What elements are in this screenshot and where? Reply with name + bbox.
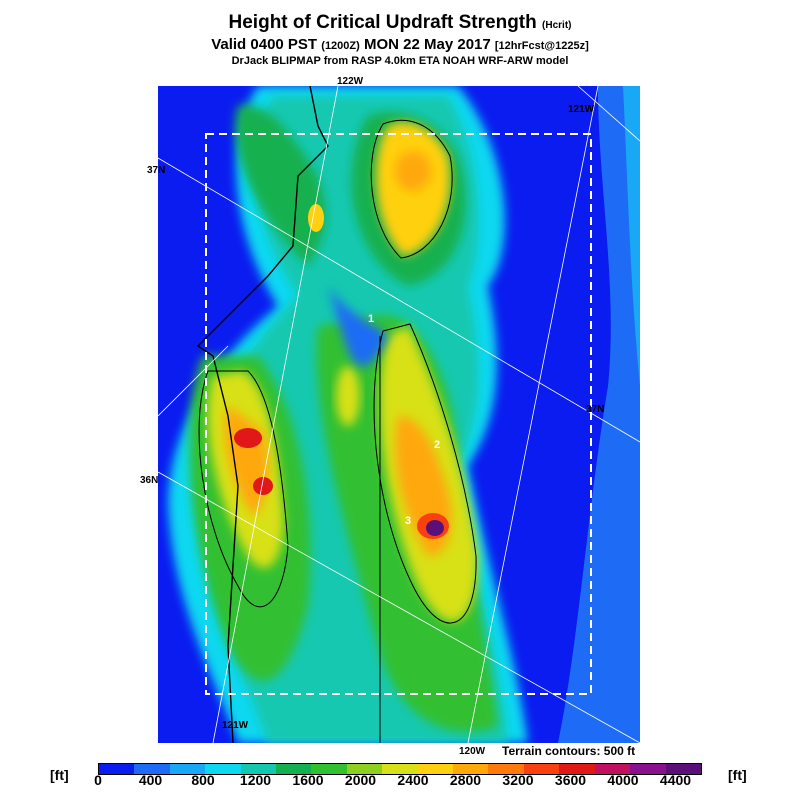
legend-tick-label: 400 — [138, 772, 163, 788]
legend-tick-label: 3200 — [502, 772, 534, 788]
legend-swatch — [346, 764, 383, 774]
legend-swatch — [311, 764, 347, 774]
color-legend-bar — [98, 763, 702, 775]
legend-tick-label: 3600 — [554, 772, 587, 788]
legend-tick-label: 800 — [191, 772, 215, 788]
legend-swatch — [488, 764, 524, 774]
site-marker-1: 1 — [368, 313, 375, 325]
legend-unit-left: [ft] — [50, 767, 69, 783]
legend-swatch — [665, 764, 701, 774]
lat-label-37n-right: 37N — [586, 404, 605, 415]
legend-tick-label: 2000 — [344, 772, 377, 788]
legend-swatch — [276, 764, 312, 774]
valid-date: MON 22 May 2017 — [363, 36, 491, 53]
valid-local: Valid 0400 PST — [211, 36, 318, 53]
legend-swatch — [523, 764, 560, 774]
legend-swatch — [240, 764, 277, 774]
legend-swatch — [453, 764, 489, 774]
forecast-info: [12hrFcst@1225z] — [494, 40, 589, 52]
site-marker-3: 3 — [405, 515, 412, 527]
lat-label-36n: 36N — [140, 475, 159, 486]
chart-title: Height of Critical Updraft Strength (Hcr… — [0, 12, 800, 34]
legend-swatch — [382, 764, 418, 774]
legend-swatch — [417, 764, 454, 774]
forecast-map — [158, 86, 640, 743]
legend-tick-label: 2400 — [397, 772, 429, 788]
domain-box — [205, 133, 592, 695]
legend-swatch — [559, 764, 595, 774]
lon-label-121w-bottom: 121W — [222, 720, 249, 731]
legend-swatch — [134, 764, 170, 774]
lon-label-121w-top: 121W — [568, 104, 595, 115]
legend-tick-label: 4400 — [659, 772, 692, 788]
lon-label-122w: 122W — [337, 76, 364, 87]
legend-tick-label: 0 — [94, 772, 102, 788]
legend-tick-label: 1600 — [292, 772, 324, 788]
valid-utc: (1200Z) — [321, 40, 360, 52]
site-marker-2: 2 — [434, 439, 441, 451]
legend-unit-right: [ft] — [728, 767, 747, 783]
valid-time: Valid 0400 PST (1200Z) MON 22 May 2017 [… — [0, 36, 800, 53]
legend-swatch — [594, 764, 631, 774]
source-line: DrJack BLIPMAP from RASP 4.0km ETA NOAH … — [231, 55, 569, 67]
lon-label-120w: 120W — [459, 746, 486, 757]
legend-swatch — [630, 764, 666, 774]
terrain-contour-note: Terrain contours: 500 ft — [502, 744, 636, 758]
legend-swatch — [99, 764, 135, 774]
title-param: (Hcrit) — [542, 20, 572, 31]
graticule — [158, 86, 640, 743]
title-main: Height of Critical Updraft Strength — [228, 12, 537, 33]
legend-tick-label: 4000 — [607, 772, 639, 788]
legend-tick-label: 1200 — [239, 772, 272, 788]
legend-swatch — [169, 764, 206, 774]
lat-label-37n-left: 37N — [147, 165, 166, 176]
legend-tick-label: 2800 — [449, 772, 482, 788]
legend-swatch — [205, 764, 241, 774]
